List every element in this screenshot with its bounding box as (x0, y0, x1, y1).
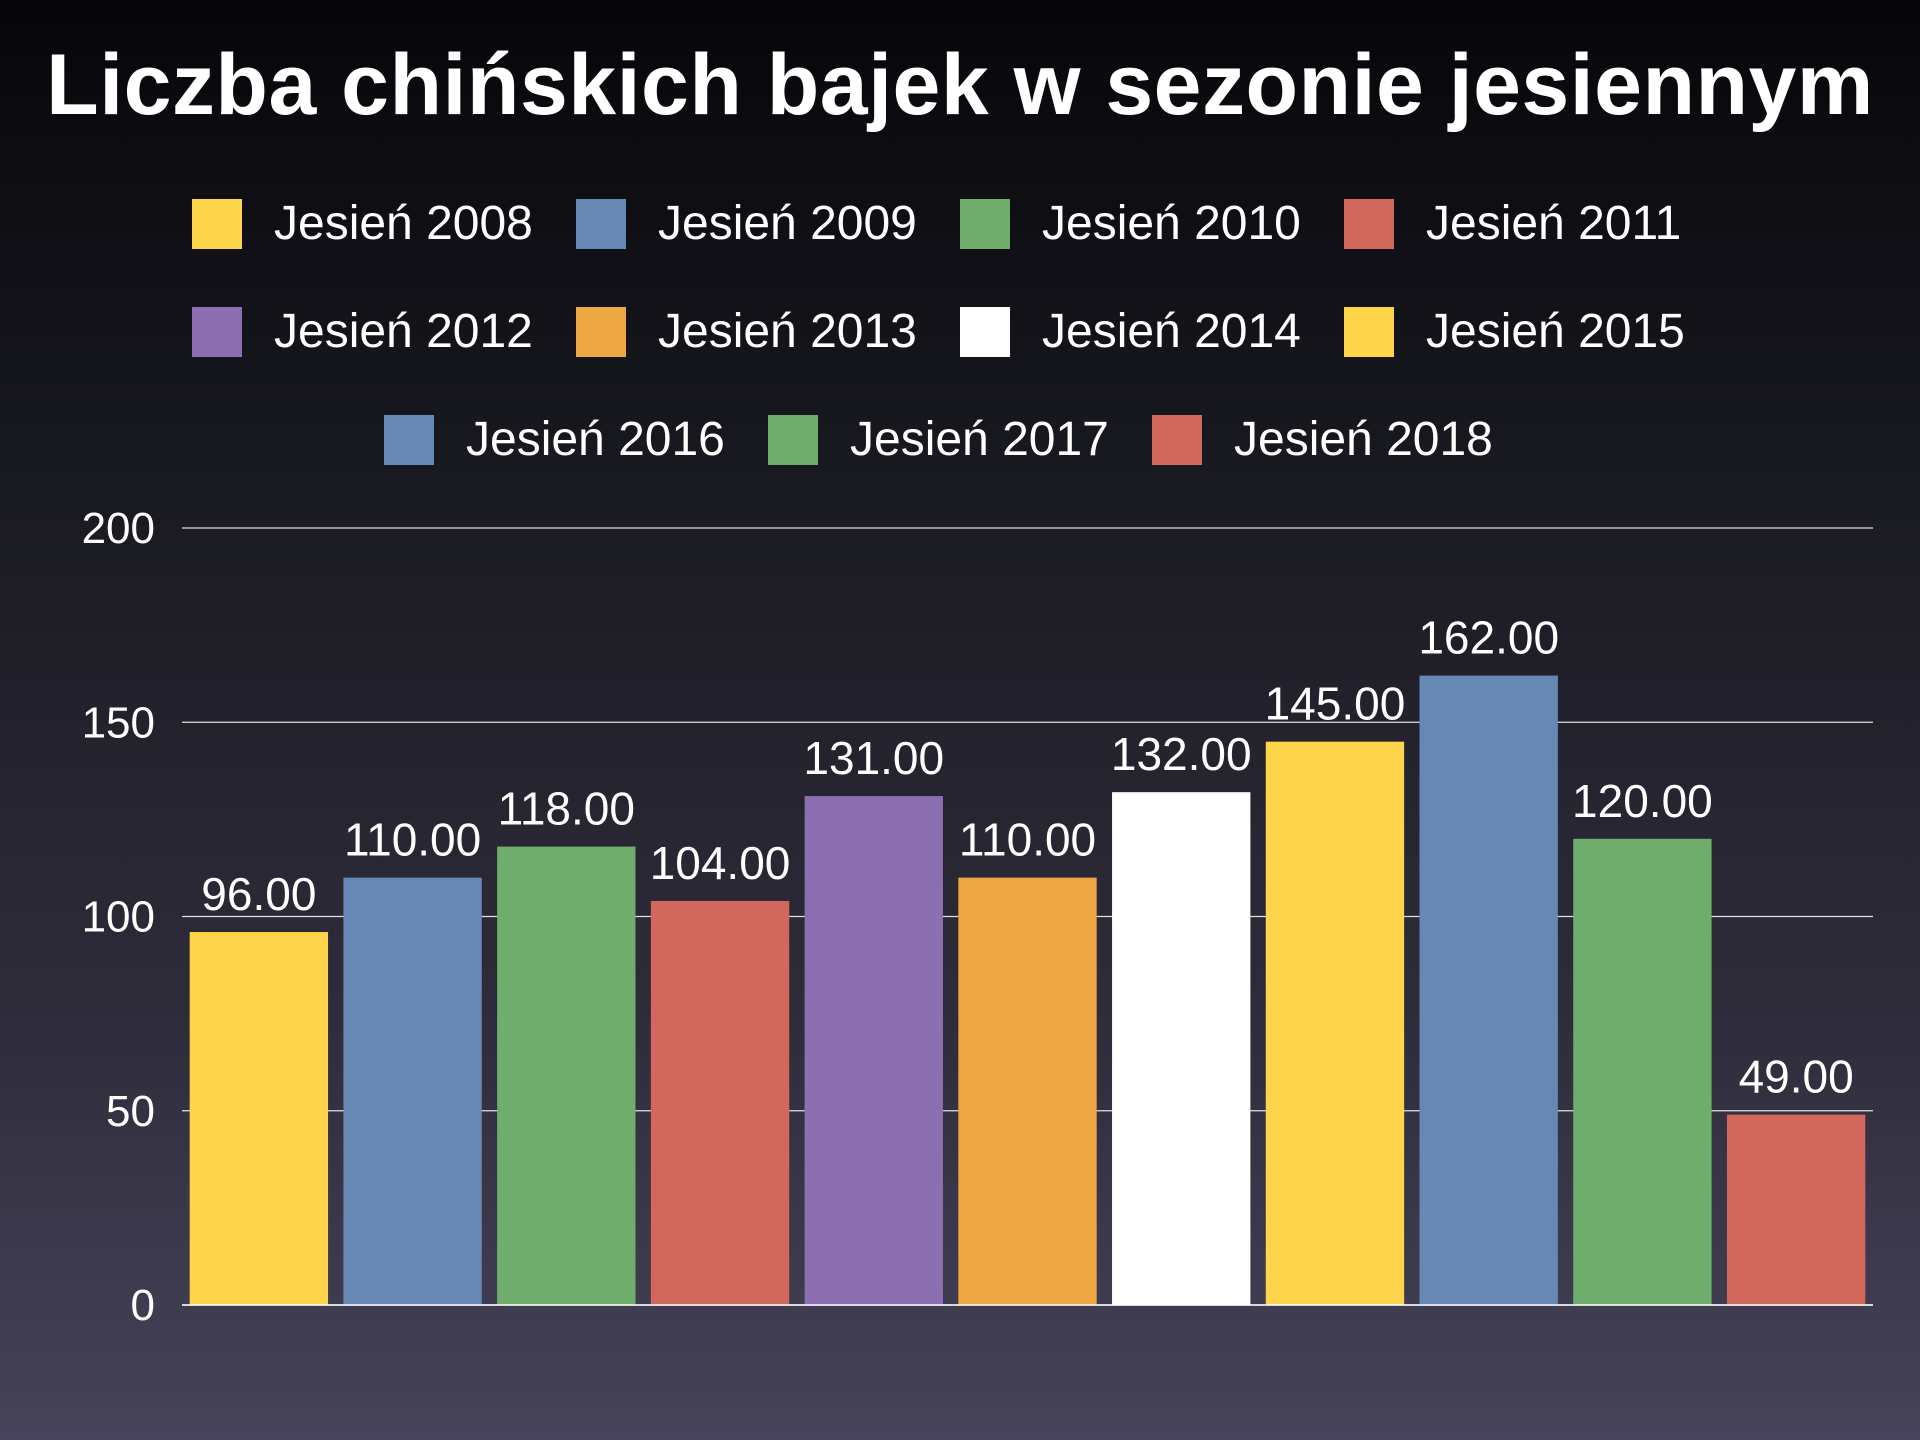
bar (1265, 741, 1405, 1305)
bar (189, 932, 329, 1305)
legend-item: Jesień 2010 (960, 194, 1344, 254)
legend-label: Jesień 2017 (850, 413, 1109, 466)
chart-legend: Jesień 2008 Jesień 2009 Jesień 2010 Jesi… (0, 170, 1920, 494)
data-label: 96.00 (201, 868, 316, 920)
legend-item: Jesień 2012 (192, 302, 576, 362)
legend-item: Jesień 2013 (576, 302, 960, 362)
bar (343, 877, 482, 1305)
legend-item: Jesień 2011 (1344, 194, 1728, 254)
legend-swatch (576, 307, 626, 357)
legend-item: Jesień 2017 (768, 410, 1152, 470)
legend-label: Jesień 2011 (1426, 197, 1682, 250)
data-label: 104.00 (650, 837, 791, 889)
bar (1726, 1114, 1866, 1305)
y-tick-label: 200 (82, 504, 155, 553)
data-label: 120.00 (1572, 775, 1713, 827)
legend-label: Jesień 2012 (274, 305, 533, 358)
legend-label: Jesień 2014 (1042, 305, 1301, 358)
legend-item: Jesień 2008 (192, 194, 576, 254)
bar (497, 846, 636, 1305)
legend-swatch (960, 199, 1010, 249)
data-label: 131.00 (803, 732, 944, 784)
data-label: 49.00 (1739, 1051, 1854, 1103)
legend-item: Jesień 2014 (960, 302, 1344, 362)
legend-swatch (1344, 199, 1394, 249)
legend-swatch (960, 307, 1010, 357)
legend-swatch (576, 199, 626, 249)
bar (1573, 838, 1712, 1305)
bar (650, 900, 790, 1305)
legend-label: Jesień 2009 (658, 197, 917, 250)
legend-item: Jesień 2018 (1152, 410, 1536, 470)
legend-swatch (384, 415, 434, 465)
y-tick-label: 100 (82, 893, 155, 942)
legend-label: Jesień 2018 (1234, 413, 1493, 466)
data-label: 118.00 (498, 783, 635, 835)
legend-row: Jesień 2016 Jesień 2017 Jesień 2018 (0, 386, 1920, 494)
data-label: 110.00 (344, 814, 481, 866)
legend-label: Jesień 2016 (466, 413, 725, 466)
legend-row: Jesień 2008 Jesień 2009 Jesień 2010 Jesi… (0, 170, 1920, 278)
data-label: 145.00 (1265, 678, 1406, 730)
legend-item: Jesień 2009 (576, 194, 960, 254)
legend-label: Jesień 2015 (1426, 305, 1685, 358)
data-label: 162.00 (1418, 612, 1559, 664)
legend-swatch (1152, 415, 1202, 465)
bar (804, 796, 943, 1305)
bar (1112, 792, 1251, 1305)
data-label: 132.00 (1111, 728, 1252, 780)
legend-label: Jesień 2010 (1042, 197, 1301, 250)
legend-row: Jesień 2012 Jesień 2013 Jesień 2014 Jesi… (0, 278, 1920, 386)
y-tick-label: 50 (106, 1087, 155, 1136)
legend-swatch (192, 307, 242, 357)
legend-item: Jesień 2016 (384, 410, 768, 470)
y-tick-label: 0 (131, 1281, 155, 1330)
y-tick-label: 150 (82, 698, 155, 747)
legend-item: Jesień 2015 (1344, 302, 1728, 362)
legend-label: Jesień 2013 (658, 305, 917, 358)
legend-swatch (1344, 307, 1394, 357)
legend-swatch (192, 199, 242, 249)
legend-swatch (768, 415, 818, 465)
chart-title: Liczba chińskich bajek w sezonie jesienn… (46, 37, 1874, 133)
bar (958, 877, 1097, 1305)
data-label: 110.00 (959, 814, 1096, 866)
legend-label: Jesień 2008 (274, 197, 533, 250)
bar (1419, 675, 1558, 1305)
